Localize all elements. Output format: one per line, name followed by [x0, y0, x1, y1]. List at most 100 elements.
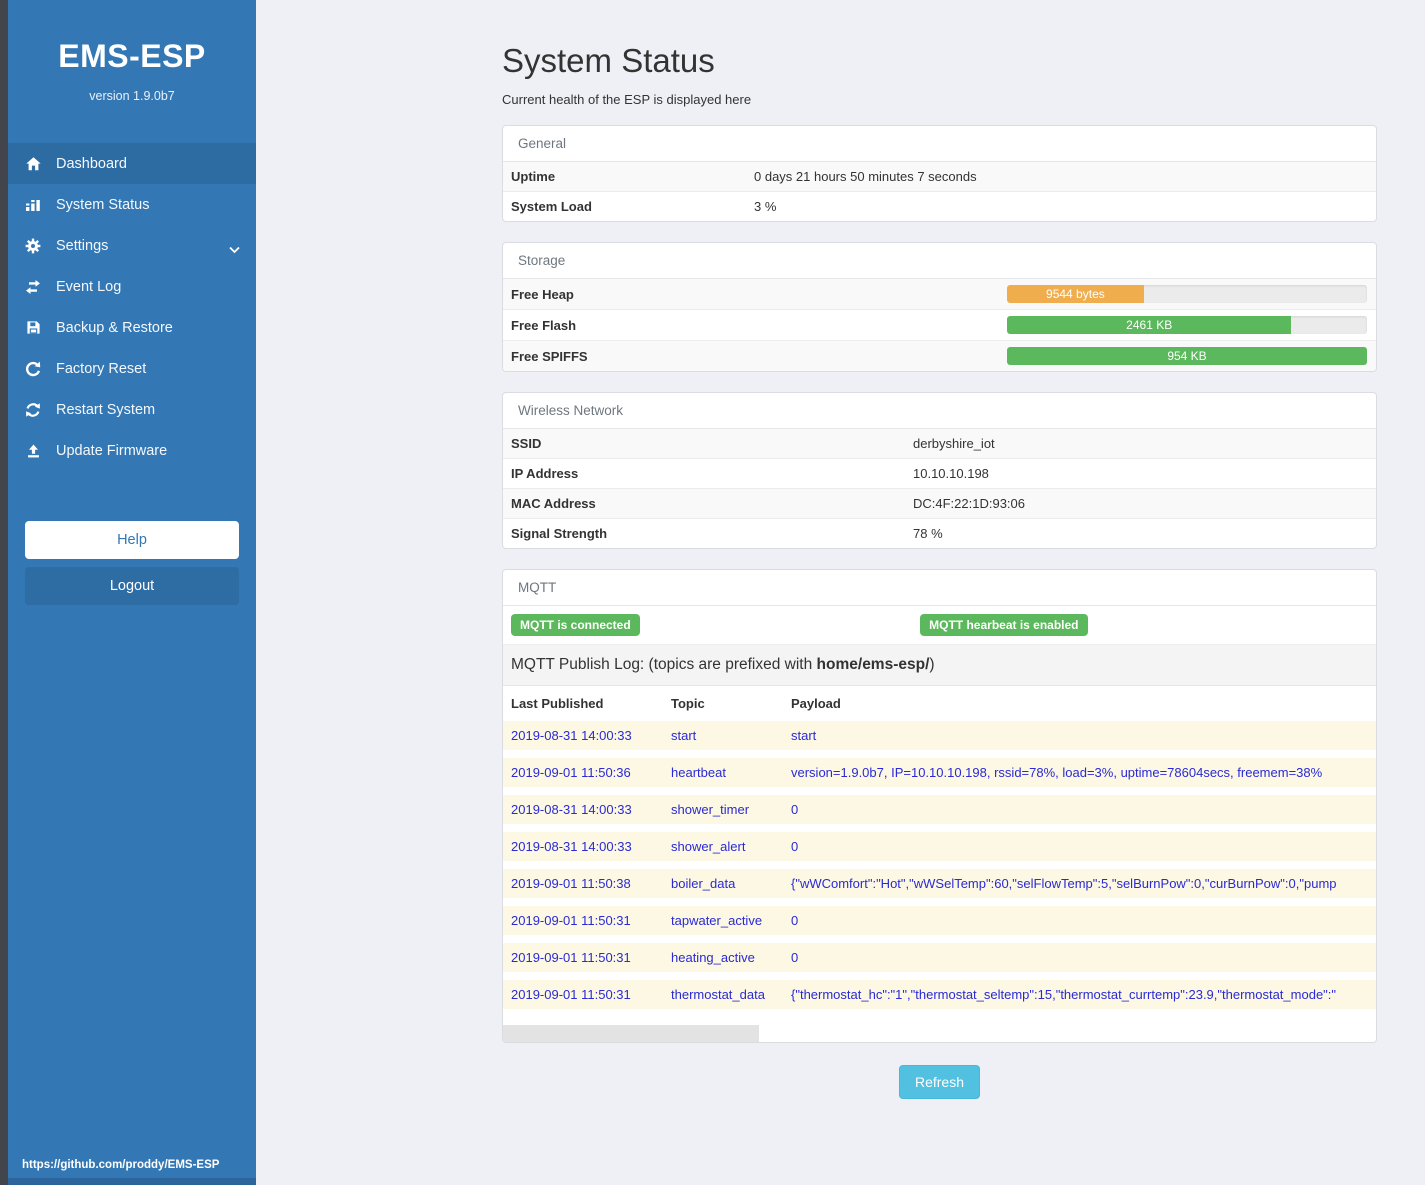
sidebar-item-settings[interactable]: Settings: [8, 225, 256, 266]
save-icon: [23, 320, 43, 336]
log-time: 2019-09-01 11:50:31: [511, 950, 631, 965]
row-value: derbyshire_iot: [913, 436, 995, 451]
log-topic: start: [671, 728, 697, 743]
log-topic: boiler_data: [671, 876, 736, 891]
log-row: 2019-09-01 11:50:31 thermostat_data {"th…: [503, 980, 1376, 1009]
log-payload: 0: [791, 839, 799, 854]
log-payload: {"thermostat_hc":"1","thermostat_seltemp…: [791, 987, 1337, 1002]
app-brand: EMS-ESP version 1.9.0b7: [8, 0, 256, 103]
home-icon: [23, 156, 43, 172]
sidebar-item-label: Update Firmware: [56, 442, 168, 459]
log-payload: {"wWComfort":"Hot","wWSelTemp":60,"selFl…: [791, 876, 1337, 891]
sidebar-item-label: Event Log: [56, 278, 122, 295]
panel-mqtt-title: MQTT: [503, 570, 1376, 606]
sidebar-item-update-firmware[interactable]: Update Firmware: [8, 430, 256, 471]
row-label: Uptime: [511, 169, 556, 184]
sidebar-item-label: Backup & Restore: [56, 319, 173, 336]
scrollbar-thumb[interactable]: [503, 1025, 759, 1042]
log-time: 2019-09-01 11:50:31: [511, 913, 631, 928]
panel-general: General Uptime 0 days 21 hours 50 minute…: [502, 125, 1377, 222]
free-heap-progress: 9544 bytes: [1007, 285, 1367, 303]
progress-fill: 954 KB: [1007, 347, 1367, 365]
panel-storage-title: Storage: [503, 243, 1376, 279]
row-label: Free Heap: [511, 286, 574, 302]
sidebar-item-label: Restart System: [56, 401, 156, 418]
gear-icon: [23, 238, 43, 254]
row-label: Signal Strength: [511, 526, 608, 541]
log-topic: heating_active: [671, 950, 755, 965]
github-url[interactable]: https://github.com/proddy/EMS-ESP: [22, 1159, 220, 1171]
sidebar-menu: Dashboard System Status Settings: [8, 143, 256, 471]
mqtt-connected-badge: MQTT is connected: [511, 614, 640, 636]
restart-icon: [23, 402, 43, 418]
row-value: 3 %: [754, 199, 777, 214]
row-label: Free Flash: [511, 317, 577, 333]
row-value: 78 %: [913, 526, 943, 541]
row-free-spiffs: Free SPIFFS 954 KB: [503, 341, 1376, 371]
help-button[interactable]: Help: [25, 521, 239, 559]
log-time: 2019-09-01 11:50:36: [511, 765, 631, 780]
log-row: 2019-08-31 14:00:33 shower_alert 0: [503, 832, 1376, 861]
logout-button[interactable]: Logout: [25, 567, 239, 605]
log-payload: 0: [791, 950, 799, 965]
log-row: 2019-09-01 11:50:31 heating_active 0: [503, 943, 1376, 972]
refresh-button[interactable]: Refresh: [898, 1065, 981, 1099]
sidebar-item-label: Dashboard: [56, 155, 127, 172]
log-topic: shower_alert: [671, 839, 746, 854]
log-topic: tapwater_active: [671, 913, 763, 928]
row-value: DC:4F:22:1D:93:06: [913, 496, 1026, 511]
sidebar-item-dashboard[interactable]: Dashboard: [8, 143, 256, 184]
col-topic: Topic: [671, 696, 705, 711]
sidebar-item-event-log[interactable]: Event Log: [8, 266, 256, 307]
row-ip-address: IP Address 10.10.10.198: [503, 459, 1376, 489]
sidebar-item-restart-system[interactable]: Restart System: [8, 389, 256, 430]
sidebar-item-label: System Status: [56, 196, 150, 213]
log-row: 2019-09-01 11:50:36 heartbeat version=1.…: [503, 758, 1376, 787]
page-title: System Status: [502, 42, 715, 79]
row-system-load: System Load 3 %: [503, 192, 1376, 221]
free-flash-progress: 2461 KB: [1007, 316, 1367, 334]
col-last-published: Last Published: [511, 696, 604, 711]
row-free-heap: Free Heap 9544 bytes: [503, 279, 1376, 310]
row-value: 10.10.10.198: [913, 466, 989, 481]
log-payload: version=1.9.0b7, IP=10.10.10.198, rssid=…: [791, 765, 1323, 780]
row-label: IP Address: [511, 466, 579, 481]
publish-log-suffix: ): [929, 656, 935, 673]
progress-fill: 9544 bytes: [1007, 285, 1144, 303]
progress-fill: 2461 KB: [1007, 316, 1292, 334]
log-row: 2019-09-01 11:50:31 tapwater_active 0: [503, 906, 1376, 935]
log-payload: 0: [791, 913, 799, 928]
sidebar-item-factory-reset[interactable]: Factory Reset: [8, 348, 256, 389]
row-label: System Load: [511, 199, 592, 214]
publish-log-prefix: MQTT Publish Log: (topics are prefixed w…: [511, 656, 817, 673]
log-payload: 0: [791, 802, 799, 817]
log-topic: heartbeat: [671, 765, 726, 780]
log-time: 2019-08-31 14:00:33: [511, 802, 632, 817]
sidebar-item-backup-restore[interactable]: Backup & Restore: [8, 307, 256, 348]
mqtt-publish-log-title: MQTT Publish Log: (topics are prefixed w…: [503, 645, 1376, 686]
log-row: 2019-09-01 11:50:38 boiler_data {"wWComf…: [503, 869, 1376, 898]
row-label: Free SPIFFS: [511, 348, 588, 364]
app-version: version 1.9.0b7: [89, 89, 175, 103]
horizontal-scrollbar[interactable]: [503, 1025, 1376, 1042]
sidebar-item-system-status[interactable]: System Status: [8, 184, 256, 225]
chevron-down-icon: [229, 242, 240, 258]
log-time: 2019-09-01 11:50:31: [511, 987, 631, 1002]
row-free-flash: Free Flash 2461 KB: [503, 310, 1376, 341]
exchange-icon: [23, 279, 43, 295]
log-topic: shower_timer: [671, 802, 750, 817]
log-payload: start: [791, 728, 817, 743]
panel-wireless: Wireless Network SSID derbyshire_iot IP …: [502, 392, 1377, 549]
sidebar-item-label: Factory Reset: [56, 360, 147, 377]
sidebar-bottom-strip: [8, 1178, 256, 1185]
mqtt-heartbeat-badge: MQTT hearbeat is enabled: [920, 614, 1088, 636]
log-topic: thermostat_data: [671, 987, 765, 1002]
row-mac-address: MAC Address DC:4F:22:1D:93:06: [503, 489, 1376, 519]
sidebar-item-label: Settings: [56, 237, 109, 254]
log-time: 2019-08-31 14:00:33: [511, 839, 632, 854]
row-label: SSID: [511, 436, 542, 451]
row-signal-strength: Signal Strength 78 %: [503, 519, 1376, 548]
app-title: EMS-ESP: [58, 38, 206, 74]
publish-log-topic-prefix: home/ems-esp/: [816, 656, 930, 673]
panel-mqtt: MQTT MQTT is connected MQTT hearbeat is …: [502, 569, 1377, 1043]
